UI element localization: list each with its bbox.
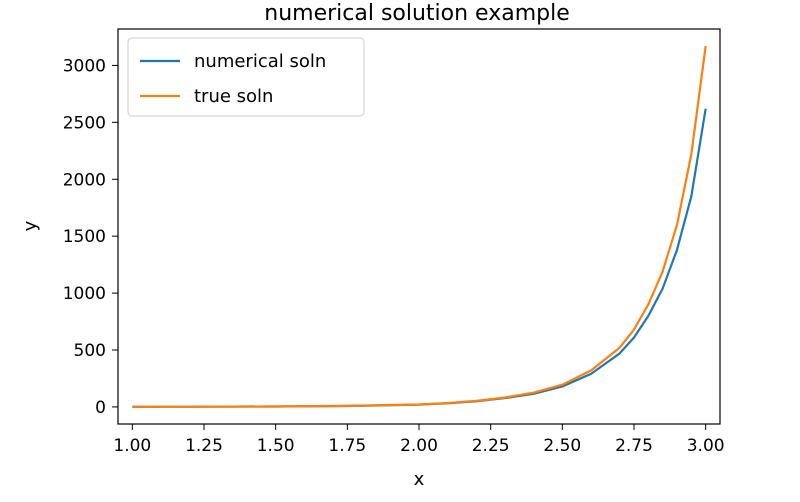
numerical-soln-line [132, 108, 707, 408]
y-tick-label: 1500 [63, 227, 106, 247]
legend: numerical soln true soln [127, 37, 365, 117]
y-axis: 0 500 1000 1500 2000 2500 3000 [63, 56, 118, 418]
y-tick-label: 2500 [63, 113, 106, 133]
x-tick-label: 2.25 [472, 436, 510, 456]
series-lines [132, 45, 707, 408]
x-tick-label: 3.00 [687, 436, 725, 456]
x-tick-label: 2.00 [400, 436, 438, 456]
y-axis-label: y [20, 220, 41, 231]
x-tick-label: 2.50 [543, 436, 581, 456]
x-axis: 1.00 1.25 1.50 1.75 2.00 2.25 2.50 2.75 3.00 [113, 424, 725, 456]
y-tick-label: 0 [95, 398, 106, 418]
x-tick-label: 1.00 [113, 436, 151, 456]
y-tick-label: 1000 [63, 284, 106, 304]
x-tick-label: 1.75 [328, 436, 366, 456]
x-tick-label: 1.50 [257, 436, 295, 456]
x-tick-label: 1.25 [185, 436, 223, 456]
x-tick-label: 2.75 [615, 436, 653, 456]
legend-box [127, 37, 365, 117]
y-tick-label: 3000 [63, 56, 106, 76]
x-axis-label: x [414, 469, 425, 490]
y-tick-label: 500 [74, 341, 106, 361]
legend-label-true: true soln [194, 86, 273, 107]
true-soln-line [132, 45, 707, 408]
legend-label-numerical: numerical soln [194, 51, 326, 72]
y-tick-label: 2000 [63, 170, 106, 190]
chart-title: numerical solution example [264, 1, 570, 26]
